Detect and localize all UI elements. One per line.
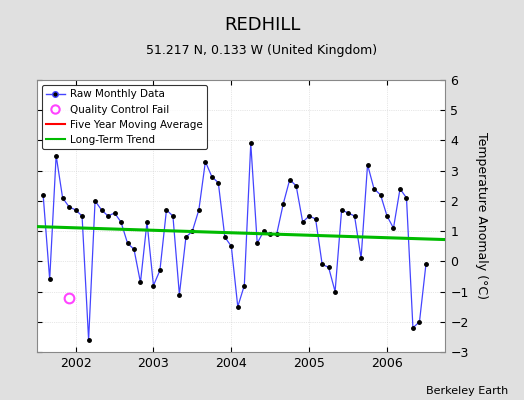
Y-axis label: Temperature Anomaly (°C): Temperature Anomaly (°C) xyxy=(475,132,488,300)
Legend: Raw Monthly Data, Quality Control Fail, Five Year Moving Average, Long-Term Tren: Raw Monthly Data, Quality Control Fail, … xyxy=(42,85,207,149)
Text: Berkeley Earth: Berkeley Earth xyxy=(426,386,508,396)
Text: REDHILL: REDHILL xyxy=(224,16,300,34)
Text: 51.217 N, 0.133 W (United Kingdom): 51.217 N, 0.133 W (United Kingdom) xyxy=(146,44,378,57)
